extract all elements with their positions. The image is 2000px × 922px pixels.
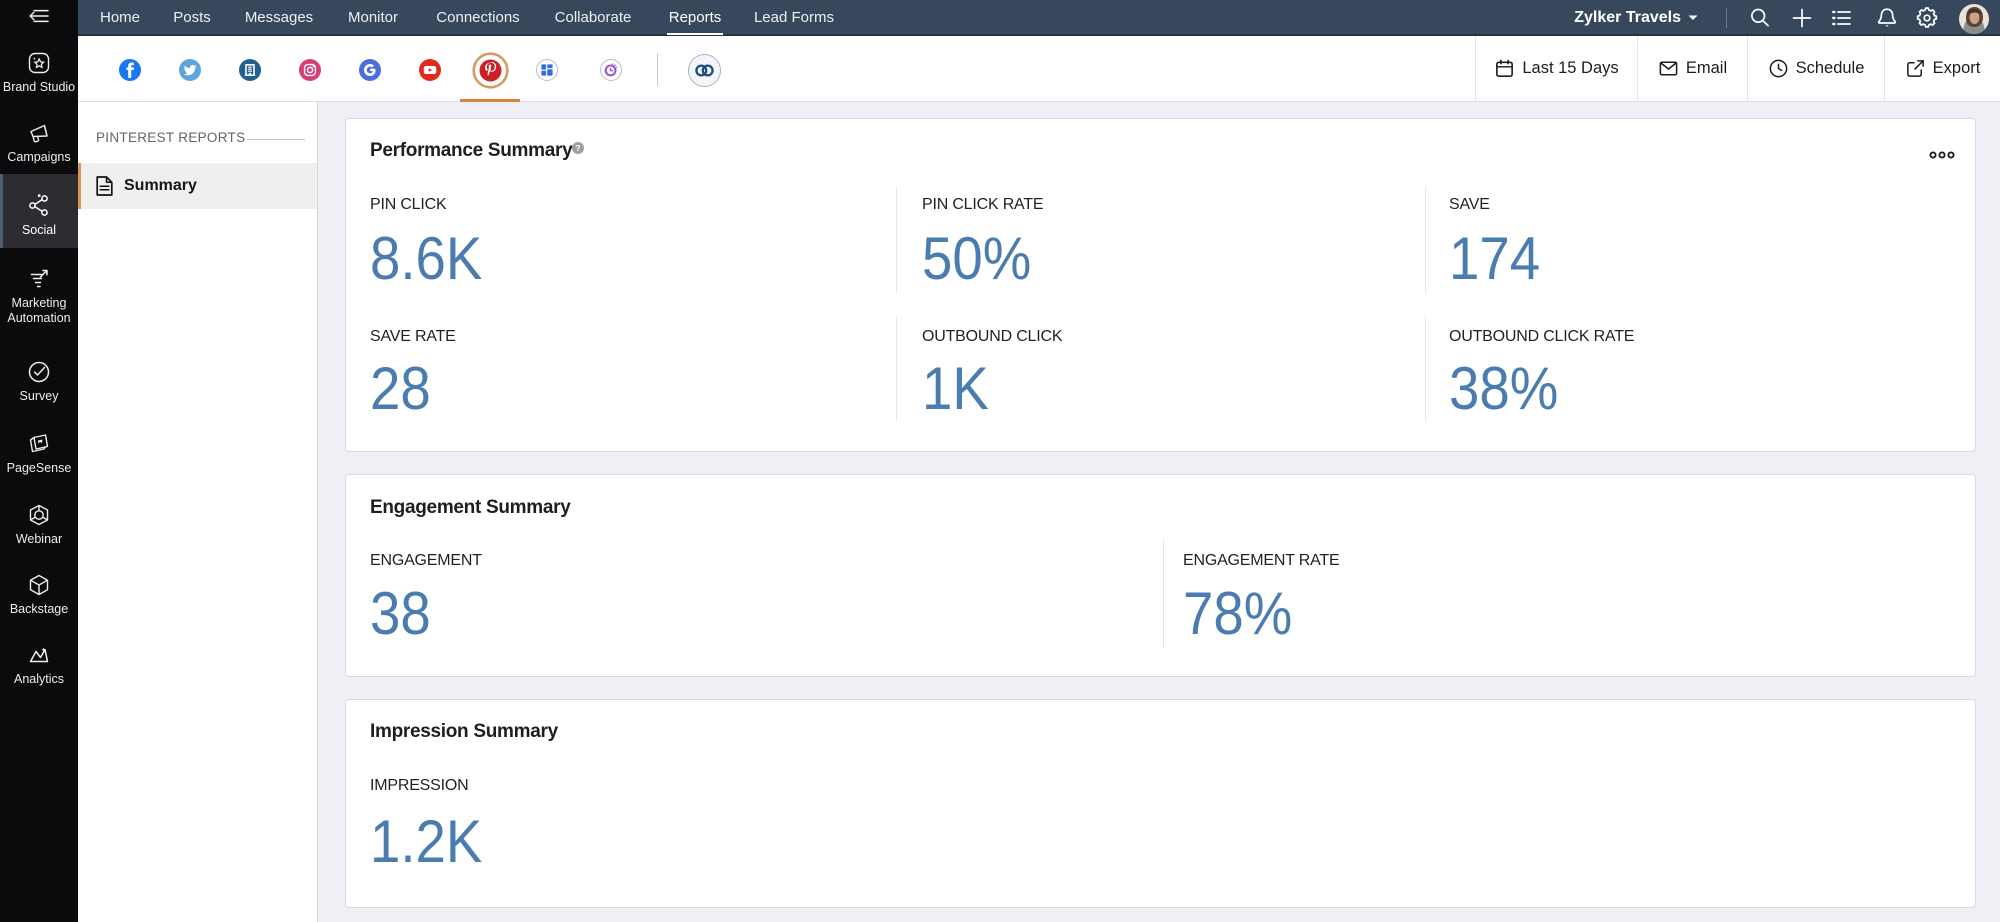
svg-text:?: ? [575, 143, 580, 153]
